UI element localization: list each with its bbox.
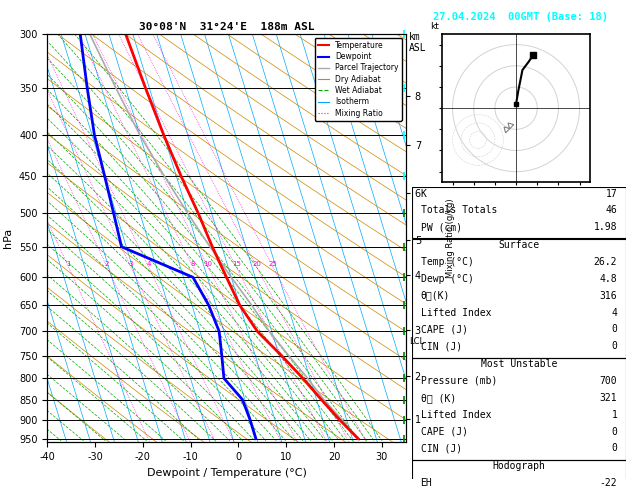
Text: 25: 25 (269, 261, 277, 267)
Text: 1.98: 1.98 (594, 223, 617, 232)
Text: 26.2: 26.2 (594, 257, 617, 267)
Text: 17: 17 (606, 189, 617, 199)
X-axis label: Dewpoint / Temperature (°C): Dewpoint / Temperature (°C) (147, 468, 306, 478)
Text: θᴄ(K): θᴄ(K) (421, 291, 450, 301)
Text: 4: 4 (611, 308, 617, 317)
Text: EH: EH (421, 478, 432, 486)
Text: Most Unstable: Most Unstable (481, 359, 557, 369)
Text: 0: 0 (611, 427, 617, 436)
Text: kt: kt (430, 22, 439, 31)
Text: LCL: LCL (409, 337, 425, 346)
Text: CAPE (J): CAPE (J) (421, 325, 467, 334)
Text: -22: -22 (599, 478, 617, 486)
Bar (412, 460, 626, 486)
Text: 0: 0 (611, 341, 617, 351)
Text: Temp (°C): Temp (°C) (421, 257, 474, 267)
Text: 0: 0 (611, 325, 617, 334)
Text: Lifted Index: Lifted Index (421, 410, 491, 419)
Text: CAPE (J): CAPE (J) (421, 427, 467, 436)
Text: θᴄ (K): θᴄ (K) (421, 393, 456, 403)
Y-axis label: Mixing Ratio (g/kg): Mixing Ratio (g/kg) (446, 198, 455, 278)
Text: 46: 46 (606, 206, 617, 215)
Text: 1: 1 (66, 261, 71, 267)
Text: K: K (421, 189, 426, 199)
Text: 0: 0 (611, 443, 617, 453)
Text: 27.04.2024  00GMT (Base: 18): 27.04.2024 00GMT (Base: 18) (433, 12, 608, 22)
Text: km
ASL: km ASL (409, 32, 426, 53)
Text: 321: 321 (599, 393, 617, 403)
Text: 10: 10 (204, 261, 213, 267)
Text: Lifted Index: Lifted Index (421, 308, 491, 317)
Text: 15: 15 (231, 261, 241, 267)
Text: 316: 316 (599, 291, 617, 301)
Text: Pressure (mb): Pressure (mb) (421, 376, 497, 386)
Title: 30°08'N  31°24'E  188m ASL: 30°08'N 31°24'E 188m ASL (138, 22, 314, 32)
Text: CIN (J): CIN (J) (421, 341, 462, 351)
Text: CIN (J): CIN (J) (421, 443, 462, 453)
Bar (412, 358, 626, 460)
Text: 700: 700 (599, 376, 617, 386)
Text: 4.8: 4.8 (599, 274, 617, 284)
Legend: Temperature, Dewpoint, Parcel Trajectory, Dry Adiabat, Wet Adiabat, Isotherm, Mi: Temperature, Dewpoint, Parcel Trajectory… (314, 38, 402, 121)
Bar (412, 239, 626, 358)
Text: 8: 8 (191, 261, 196, 267)
Text: 3: 3 (129, 261, 133, 267)
Text: PW (cm): PW (cm) (421, 223, 462, 232)
Text: Surface: Surface (498, 240, 540, 250)
Text: Totals Totals: Totals Totals (421, 206, 497, 215)
Text: 20: 20 (252, 261, 261, 267)
Bar (412, 187, 626, 238)
Text: 1: 1 (611, 410, 617, 419)
Y-axis label: hPa: hPa (3, 228, 13, 248)
Text: 4: 4 (147, 261, 151, 267)
Text: Dewp (°C): Dewp (°C) (421, 274, 474, 284)
Text: 2: 2 (105, 261, 109, 267)
Text: Hodograph: Hodograph (493, 461, 545, 471)
